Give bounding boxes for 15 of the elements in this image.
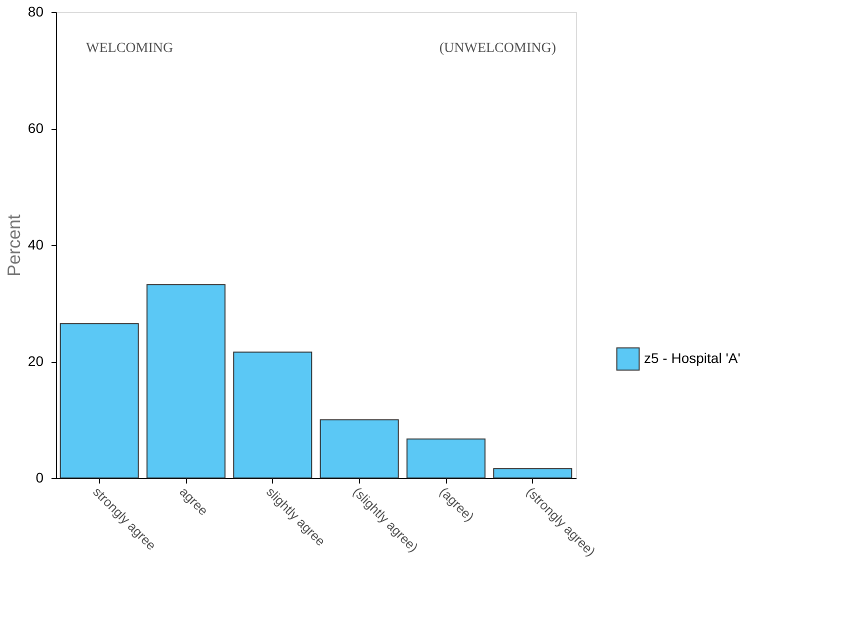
bar <box>146 284 226 478</box>
y-tick-label: 20 <box>28 353 44 369</box>
y-tick-label: 80 <box>28 4 44 20</box>
bar <box>233 352 312 478</box>
legend-label: z5 - Hospital 'A' <box>644 350 740 366</box>
y-tick-label: 60 <box>28 120 44 136</box>
annotation: WELCOMING <box>86 41 174 56</box>
bar <box>320 419 399 478</box>
bar <box>60 323 139 478</box>
annotation: (UNWELCOMING) <box>439 41 556 56</box>
y-tick-label: 40 <box>28 236 44 252</box>
bar <box>493 468 572 478</box>
bar <box>406 438 486 478</box>
y-axis-title: Percent <box>4 214 24 277</box>
y-tick-label: 0 <box>36 470 44 486</box>
